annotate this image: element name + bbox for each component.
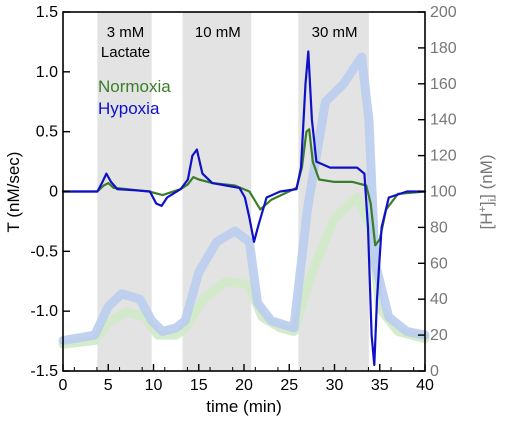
y-tick-label: 0 [49, 184, 58, 201]
x-tick-label: 15 [190, 377, 208, 394]
band-label-1: 10 mM [195, 24, 241, 41]
y2-tick-label: 0 [430, 363, 439, 380]
series-background-2 [58, 52, 430, 345]
series-background-3 [58, 192, 430, 349]
y2-tick-label: 100 [430, 184, 457, 201]
y2-tick-label: 80 [430, 219, 448, 236]
legend: Normoxia Hypoxia [98, 77, 171, 118]
y-tick-label: -1.5 [30, 363, 58, 380]
x-tick-label: 35 [371, 377, 389, 394]
x-tick-label: 10 [145, 377, 163, 394]
y2-axis-title: [H+]i] (nM) [477, 154, 499, 229]
y2-title-prefix: [H [477, 213, 496, 230]
y2-tick-label: 60 [430, 255, 448, 272]
x-tick-label: 0 [59, 377, 68, 394]
x-tick-label: 30 [326, 377, 344, 394]
y-tick-label: 0.5 [36, 124, 58, 141]
axis-ticks: 0 5 10 15 20 25 30 35 40 -1.5 -1.0 -0.5 0 0.5 1.0 1.5 0 2… [30, 4, 456, 394]
x-tick-label: 25 [280, 377, 298, 394]
y2-tick-label: 120 [430, 148, 457, 165]
y2-tick-label: 160 [430, 76, 457, 93]
y2-tick-label: 20 [430, 327, 448, 344]
band-label-0-line2: Lactate [101, 44, 150, 61]
y2-title-close: ] [477, 201, 496, 206]
y2-tick-label: 200 [430, 4, 457, 21]
y2-title-sub: i [487, 199, 499, 201]
legend-hypoxia: Hypoxia [98, 99, 160, 118]
band-labels: 3 mM Lactate 10 mM 30 mM [101, 24, 358, 61]
y2-title-suffix: ] (nM) [477, 154, 496, 198]
y-tick-label: 1.0 [36, 64, 58, 81]
series-lines [58, 50, 430, 367]
x-axis-title: time (min) [206, 397, 282, 416]
x-tick-label: 20 [235, 377, 253, 394]
series-hypoxia [61, 50, 427, 367]
y-tick-label: -1.0 [30, 303, 58, 320]
y-axis-title: T (nM/sec) [4, 152, 23, 233]
y2-tick-label: 140 [430, 112, 457, 129]
y2-tick-label: 40 [430, 291, 448, 308]
y2-title-sup: + [477, 206, 489, 212]
legend-normoxia: Normoxia [98, 77, 171, 96]
band-label-0: 3 mM [107, 24, 145, 41]
y2-tick-label: 180 [430, 40, 457, 57]
y-tick-label: -0.5 [30, 243, 58, 260]
y-tick-label: 1.5 [36, 4, 58, 21]
x-tick-label: 5 [104, 377, 113, 394]
x-tick-label: 40 [416, 377, 434, 394]
band-label-2: 30 mM [312, 24, 358, 41]
